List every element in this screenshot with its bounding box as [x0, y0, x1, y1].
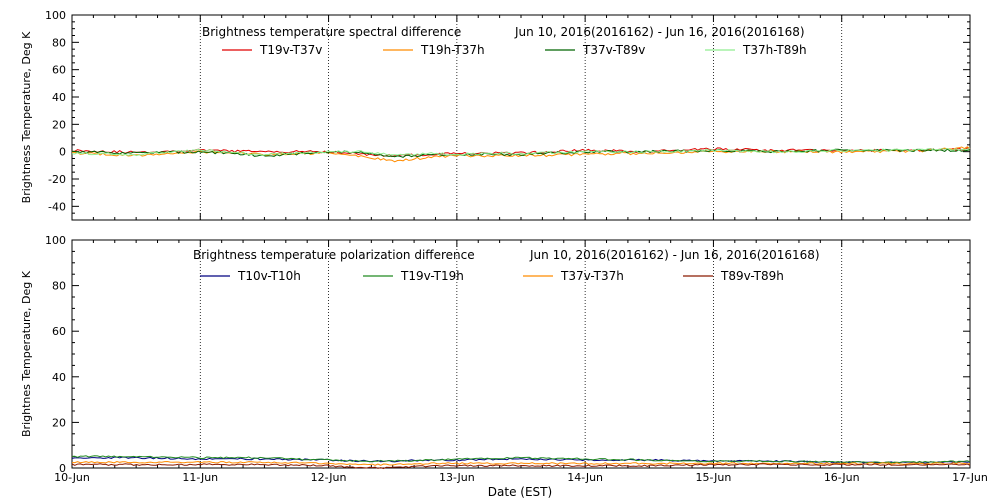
chart-subtitle: Jun 10, 2016(2016162) - Jun 16, 2016(201…	[514, 25, 805, 39]
y-tick-label: -40	[48, 200, 66, 213]
series-line	[71, 463, 971, 470]
y-tick-label: -20	[48, 173, 66, 186]
series-line	[71, 147, 971, 157]
x-tick-label: 12-Jun	[311, 471, 347, 484]
x-tick-label: 14-Jun	[567, 471, 603, 484]
y-tick-label: 20	[52, 416, 66, 429]
series-line	[71, 455, 971, 464]
y-tick-label: 40	[52, 371, 66, 384]
y-tick-label: 100	[45, 234, 66, 247]
y-tick-label: 20	[52, 118, 66, 131]
plot-frame	[71, 239, 971, 469]
x-axis-label: Date (EST)	[488, 485, 552, 499]
plot-frame	[71, 14, 971, 221]
legend-label: T37v-T89v	[582, 43, 645, 57]
y-tick-label: 60	[52, 64, 66, 77]
y-axis-label: Brightness Temperature, Deg K	[20, 31, 33, 203]
legend-label: T37v-T37h	[560, 269, 624, 283]
x-tick-label: 16-Jun	[824, 471, 860, 484]
y-tick-label: 0	[59, 146, 66, 159]
legend-label: T10v-T10h	[237, 269, 301, 283]
legend-label: T19v-T37v	[259, 43, 322, 57]
x-tick-label: 11-Jun	[182, 471, 218, 484]
y-tick-label: 0	[59, 462, 66, 475]
x-tick-label: 13-Jun	[439, 471, 475, 484]
y-tick-label: 60	[52, 325, 66, 338]
chart-subtitle: Jun 10, 2016(2016162) - Jun 16, 2016(201…	[529, 248, 820, 262]
y-tick-label: 80	[52, 36, 66, 49]
x-tick-label: 10-Jun	[54, 471, 90, 484]
polarization-difference-panel: 10-Jun 11-Jun 12-Jun 13-Jun 14-Jun 15-Jun 16-J…	[20, 234, 988, 484]
y-axis-label: Brightnes Temperature, Deg K	[20, 270, 33, 437]
legend-label: T89v-T89h	[720, 269, 784, 283]
y-tick-label: 100	[45, 9, 66, 22]
legend-label: T37h-T89h	[742, 43, 807, 57]
chart-title: Brightness temperature spectral differen…	[202, 25, 461, 39]
y-tick-label: 40	[52, 91, 66, 104]
legend-label: T19v-T19h	[400, 269, 464, 283]
y-tick-label: 80	[52, 280, 66, 293]
x-tick-label: 15-Jun	[696, 471, 732, 484]
chart-title: Brightness temperature polarization diff…	[193, 248, 475, 262]
legend-label: T19h-T37h	[420, 43, 485, 57]
series-line	[72, 460, 971, 466]
x-tick-label: 17-Jun	[952, 471, 988, 484]
spectral-difference-panel: -40 -20 0 20 40 60 80 100 Brightness Temperature…	[20, 9, 971, 221]
